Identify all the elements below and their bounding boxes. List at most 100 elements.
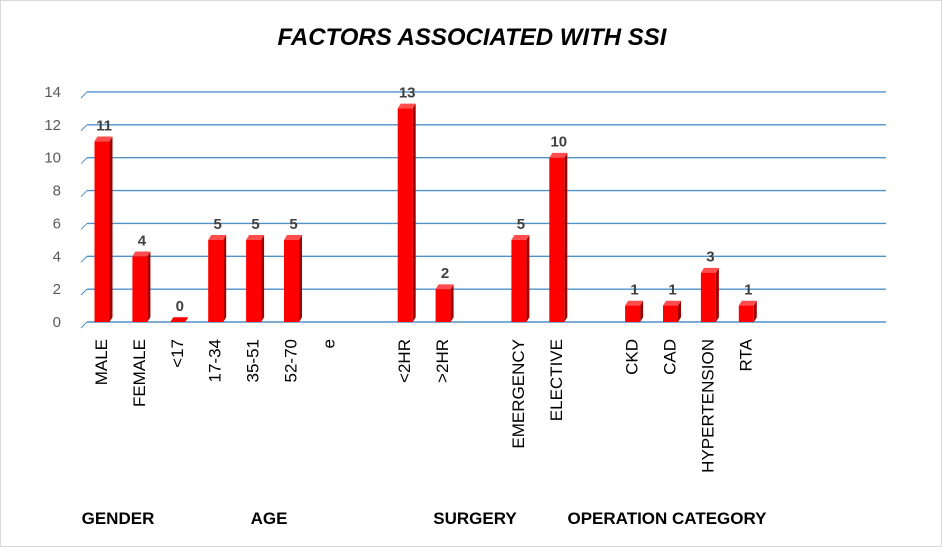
data-label: 5 xyxy=(517,216,525,233)
bar-top xyxy=(132,251,151,257)
group-label: GENDER xyxy=(82,509,155,528)
bar-front xyxy=(246,239,262,322)
bar-top xyxy=(94,136,113,142)
bar-side xyxy=(299,235,302,322)
bar-top xyxy=(170,317,189,322)
bar-top xyxy=(284,235,302,240)
y-tick-label: 0 xyxy=(53,314,61,331)
bar xyxy=(284,235,302,322)
data-label: 5 xyxy=(289,216,297,233)
y-tick-label: 12 xyxy=(44,117,61,134)
bar-side xyxy=(412,103,416,322)
bar xyxy=(246,235,265,322)
bars xyxy=(94,103,757,322)
bar xyxy=(549,152,568,322)
data-label: 5 xyxy=(214,216,222,233)
bar-front xyxy=(94,141,110,322)
data-label: 1 xyxy=(668,282,676,299)
category-label: <17 xyxy=(168,339,187,368)
gridline-depth xyxy=(80,124,88,132)
category-label: CAD xyxy=(661,339,680,375)
bar-top xyxy=(700,267,719,273)
bar-top xyxy=(625,300,644,306)
group-label: SURGERY xyxy=(433,509,517,528)
gridline-depth xyxy=(80,288,88,296)
category-label: 35-51 xyxy=(244,339,263,382)
bar xyxy=(170,317,189,322)
bar-side xyxy=(261,235,265,322)
category-label: <2HR xyxy=(395,339,414,383)
bar-top xyxy=(511,235,530,240)
y-tick-label: 8 xyxy=(53,183,61,200)
data-label: 3 xyxy=(706,249,714,266)
y-tick-label: 2 xyxy=(53,281,61,298)
gridline-depth xyxy=(80,157,88,165)
bar-side xyxy=(450,284,454,322)
category-label: >2HR xyxy=(433,339,452,383)
bar-side xyxy=(526,235,530,322)
category-label: 17-34 xyxy=(206,339,225,382)
gridline-depth xyxy=(80,255,88,263)
bar xyxy=(132,251,151,322)
bar-side xyxy=(223,235,227,322)
bar-top xyxy=(738,300,757,306)
bar-front xyxy=(511,239,527,322)
bar-side xyxy=(640,300,644,322)
category-label: FEMALE xyxy=(130,339,149,407)
group-label: AGE xyxy=(251,509,288,528)
bar-side xyxy=(109,136,113,322)
data-label: 1 xyxy=(744,282,752,299)
gridline-depth xyxy=(80,321,88,329)
category-label: e xyxy=(319,339,338,348)
bar-top xyxy=(663,300,681,306)
group-labels: GENDER AGE SURGERY OPERATION CATEGORY xyxy=(82,509,768,528)
bar-top xyxy=(397,103,416,109)
data-label: 10 xyxy=(550,134,567,151)
group-label: OPERATION CATEGORY xyxy=(568,509,768,528)
y-tick-label: 6 xyxy=(53,215,61,232)
category-label: 52-70 xyxy=(282,339,301,382)
category-label: HYPERTENSION xyxy=(698,339,717,473)
bar xyxy=(94,136,113,322)
bar-top xyxy=(246,235,265,240)
bar-top xyxy=(435,284,454,290)
y-axis: 0 2 4 6 8 10 12 14 xyxy=(44,84,61,331)
bar-front xyxy=(284,239,299,322)
bar-top xyxy=(208,235,227,240)
bar-side xyxy=(753,300,757,322)
category-label: RTA xyxy=(736,338,755,371)
bar-front xyxy=(738,305,754,322)
bar-front xyxy=(549,157,565,322)
bar-front xyxy=(208,239,224,322)
bar-side xyxy=(564,152,568,322)
data-label: 4 xyxy=(138,232,147,249)
data-label: 1 xyxy=(630,282,638,299)
bar-front xyxy=(397,108,413,322)
chart-title: FACTORS ASSOCIATED WITH SSI xyxy=(278,24,668,51)
gridlines xyxy=(80,91,886,329)
y-tick-label: 10 xyxy=(44,150,61,167)
gridline-depth xyxy=(80,91,88,99)
y-tick-label: 14 xyxy=(44,84,61,101)
bar xyxy=(397,103,416,322)
bar-front xyxy=(132,256,148,322)
y-tick-label: 4 xyxy=(53,248,61,265)
bar-side xyxy=(147,251,151,322)
bar-top xyxy=(549,152,568,158)
data-label: 13 xyxy=(399,84,416,101)
bar-front xyxy=(663,305,678,322)
gridline-depth xyxy=(80,190,88,197)
bar xyxy=(435,284,454,322)
data-label: 5 xyxy=(251,216,259,233)
category-label: EMERGENCY xyxy=(509,339,528,449)
bar xyxy=(208,235,227,322)
x-axis-categories: MALE FEMALE <17 17-34 35-51 52-70 e <2HR >2HR EME… xyxy=(92,338,755,472)
bar xyxy=(511,235,530,322)
bar-side xyxy=(678,300,681,322)
category-label: CKD xyxy=(623,339,642,375)
bar-side xyxy=(715,267,719,322)
bar xyxy=(625,300,644,322)
gridline-depth xyxy=(80,223,88,230)
